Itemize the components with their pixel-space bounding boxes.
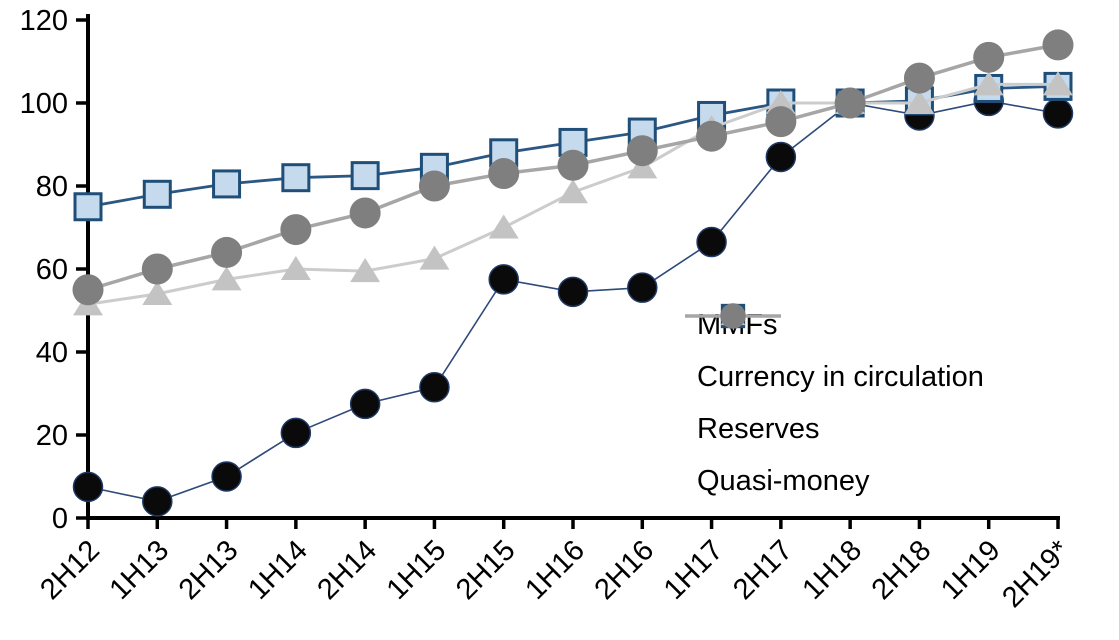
data-point-marker bbox=[696, 226, 727, 258]
x-tick-label: 1H17 bbox=[658, 534, 730, 606]
data-point-marker bbox=[350, 258, 381, 283]
data-point-marker bbox=[280, 214, 312, 246]
data-point-marker bbox=[419, 372, 450, 403]
data-point-marker bbox=[765, 141, 797, 173]
data-point-marker bbox=[488, 214, 519, 239]
data-point-marker bbox=[627, 272, 658, 303]
data-point-marker bbox=[903, 62, 935, 94]
x-tick-label: 2H19* bbox=[996, 534, 1076, 614]
data-point-marker bbox=[142, 486, 173, 517]
data-point-marker bbox=[349, 197, 381, 229]
data-point-marker bbox=[627, 154, 658, 179]
data-point-marker bbox=[626, 135, 658, 167]
data-point-marker bbox=[72, 471, 104, 503]
y-tick-label: 60 bbox=[36, 254, 68, 286]
data-point-marker bbox=[557, 149, 589, 181]
data-point-marker bbox=[212, 169, 242, 199]
data-point-marker bbox=[280, 255, 311, 281]
chart-legend: MMFs Currency in circulation Reserves Qu… bbox=[683, 299, 984, 507]
data-point-marker bbox=[488, 158, 520, 190]
x-tick-label: 1H19 bbox=[935, 534, 1007, 606]
quasi-money-marker-icon bbox=[685, 303, 781, 329]
x-tick-label: 2H18 bbox=[866, 534, 938, 606]
data-point-marker bbox=[1043, 71, 1073, 96]
data-point-marker bbox=[973, 71, 1004, 96]
x-tick-label: 2H17 bbox=[727, 534, 799, 606]
x-tick-label: 1H13 bbox=[104, 534, 176, 606]
data-point-marker bbox=[558, 179, 588, 204]
data-point-marker bbox=[834, 87, 866, 119]
x-tick-label: 2H13 bbox=[173, 534, 245, 606]
y-tick-label: 20 bbox=[36, 420, 68, 452]
x-tick-label: 1H15 bbox=[381, 534, 453, 606]
data-point-marker bbox=[419, 245, 450, 270]
x-tick-label: 2H14 bbox=[311, 534, 383, 606]
x-tick-label: 2H12 bbox=[34, 534, 106, 606]
series-quasi-money bbox=[72, 29, 1074, 306]
legend-item-currency: Currency in circulation bbox=[683, 303, 984, 403]
x-tick-label: 1H14 bbox=[242, 534, 314, 606]
data-point-marker bbox=[141, 253, 173, 285]
data-point-marker bbox=[418, 170, 450, 202]
data-point-marker bbox=[280, 417, 312, 449]
data-point-marker bbox=[696, 120, 728, 152]
data-point-marker bbox=[557, 276, 589, 308]
data-point-marker bbox=[1042, 29, 1074, 61]
y-tick-label: 100 bbox=[20, 88, 68, 120]
data-point-marker bbox=[1042, 98, 1074, 129]
data-point-marker bbox=[765, 89, 796, 115]
x-tick-label: 1H18 bbox=[796, 534, 868, 606]
x-tick-label: 2H16 bbox=[589, 534, 661, 606]
data-point-marker bbox=[73, 192, 103, 222]
data-point-marker bbox=[350, 161, 380, 191]
data-point-marker bbox=[973, 41, 1005, 73]
x-tick-label: 2H15 bbox=[450, 534, 522, 606]
y-tick-label: 0 bbox=[52, 503, 68, 535]
legend-item-quasi-money: Quasi-money bbox=[683, 303, 984, 507]
data-point-marker bbox=[720, 303, 746, 329]
legend-label-quasi-money: Quasi-money bbox=[697, 464, 870, 497]
data-point-marker bbox=[349, 388, 381, 420]
data-point-marker bbox=[211, 236, 243, 268]
y-tick-label: 80 bbox=[36, 171, 68, 203]
legend-item-reserves: Reserves bbox=[683, 305, 984, 455]
data-point-marker bbox=[904, 89, 935, 115]
y-tick-label: 40 bbox=[36, 337, 68, 369]
data-point-marker bbox=[211, 461, 242, 492]
data-point-marker bbox=[72, 274, 104, 306]
y-tick-label: 120 bbox=[20, 5, 68, 37]
data-point-marker bbox=[281, 163, 311, 193]
data-point-marker bbox=[488, 264, 519, 295]
x-tick-label: 1H16 bbox=[519, 534, 591, 606]
data-point-marker bbox=[765, 106, 797, 138]
data-point-marker bbox=[142, 179, 172, 209]
data-point-marker bbox=[142, 280, 173, 305]
legend-label-currency: Currency in circulation bbox=[697, 360, 984, 393]
data-point-marker bbox=[211, 266, 242, 291]
legend-label-reserves: Reserves bbox=[697, 412, 820, 445]
